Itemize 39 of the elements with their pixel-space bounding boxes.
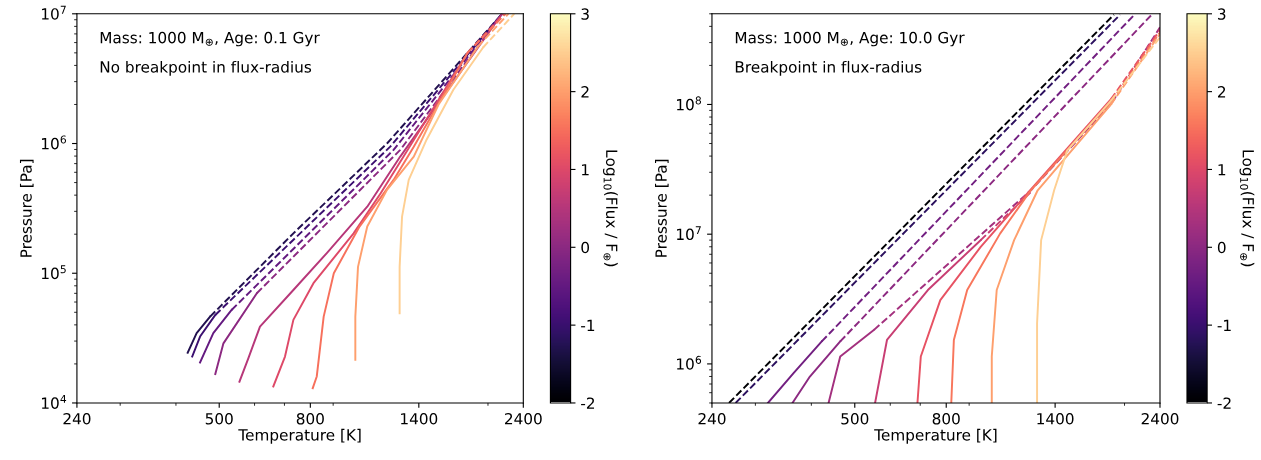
color-bar-label: 3 xyxy=(581,8,589,20)
y-tick-label: 10$^{7}$ xyxy=(677,226,701,241)
color-bar-label: 2 xyxy=(581,86,589,98)
color-bar-title: Log$_{10}$(Flux / F$_{⊕}$) xyxy=(602,150,618,267)
color-bar-label: 3 xyxy=(1218,8,1226,20)
y-tick-label: 10$^{4}$ xyxy=(41,395,67,409)
y-tick-label: 10$^{5}$ xyxy=(41,265,66,280)
y-tick-label: 10$^{6}$ xyxy=(41,135,67,150)
x-tick-label: 240 xyxy=(63,412,91,425)
annotation: No breakpoint in flux-radius xyxy=(100,60,312,76)
x-tick-label: 2400 xyxy=(504,412,542,425)
annotation: Mass: 1000 M$_{⊕}$, Age: 0.1 Gyr xyxy=(100,31,320,47)
annotation: Breakpoint in flux-radius xyxy=(735,60,922,76)
x-tick-label: 240 xyxy=(698,412,726,425)
x-tick-label: 800 xyxy=(296,412,324,425)
y-tick-label: 10$^{8}$ xyxy=(677,96,702,111)
color-bar-label: -1 xyxy=(1217,319,1231,331)
x-axis-title: Temperature [K] xyxy=(874,428,997,444)
y-axis-title: Pressure [Pa] xyxy=(655,159,669,257)
color-bar-title: Log$_{10}$(Flux / F$_{⊕}$) xyxy=(1239,150,1255,267)
color-bar-label: 0 xyxy=(1217,241,1226,254)
annotation: Mass: 1000 M$_{⊕}$, Age: 10.0 Gyr xyxy=(735,31,965,47)
x-tick-label: 1400 xyxy=(401,412,438,425)
color-bar-label: 2 xyxy=(1218,86,1226,98)
x-axis-title: Temperature [K] xyxy=(238,428,361,444)
x-tick-label: 800 xyxy=(932,412,960,425)
x-tick-label: 2400 xyxy=(1141,412,1179,425)
color-bar-label: 1 xyxy=(1218,164,1226,176)
color-bar-label: 1 xyxy=(582,164,589,176)
color-bar-label: -2 xyxy=(1217,397,1231,409)
y-axis-title: Pressure [Pa] xyxy=(19,159,34,257)
x-tick-label: 1400 xyxy=(1037,412,1074,425)
x-tick-label: 500 xyxy=(841,412,869,425)
color-bar-label: -1 xyxy=(581,319,595,331)
x-tick-label: 500 xyxy=(205,412,233,425)
color-bar-label: -2 xyxy=(581,397,595,409)
y-tick-label: 10$^{6}$ xyxy=(677,355,702,370)
color-bar-label: 0 xyxy=(581,241,590,254)
y-tick-label: 10$^{7}$ xyxy=(41,5,66,20)
